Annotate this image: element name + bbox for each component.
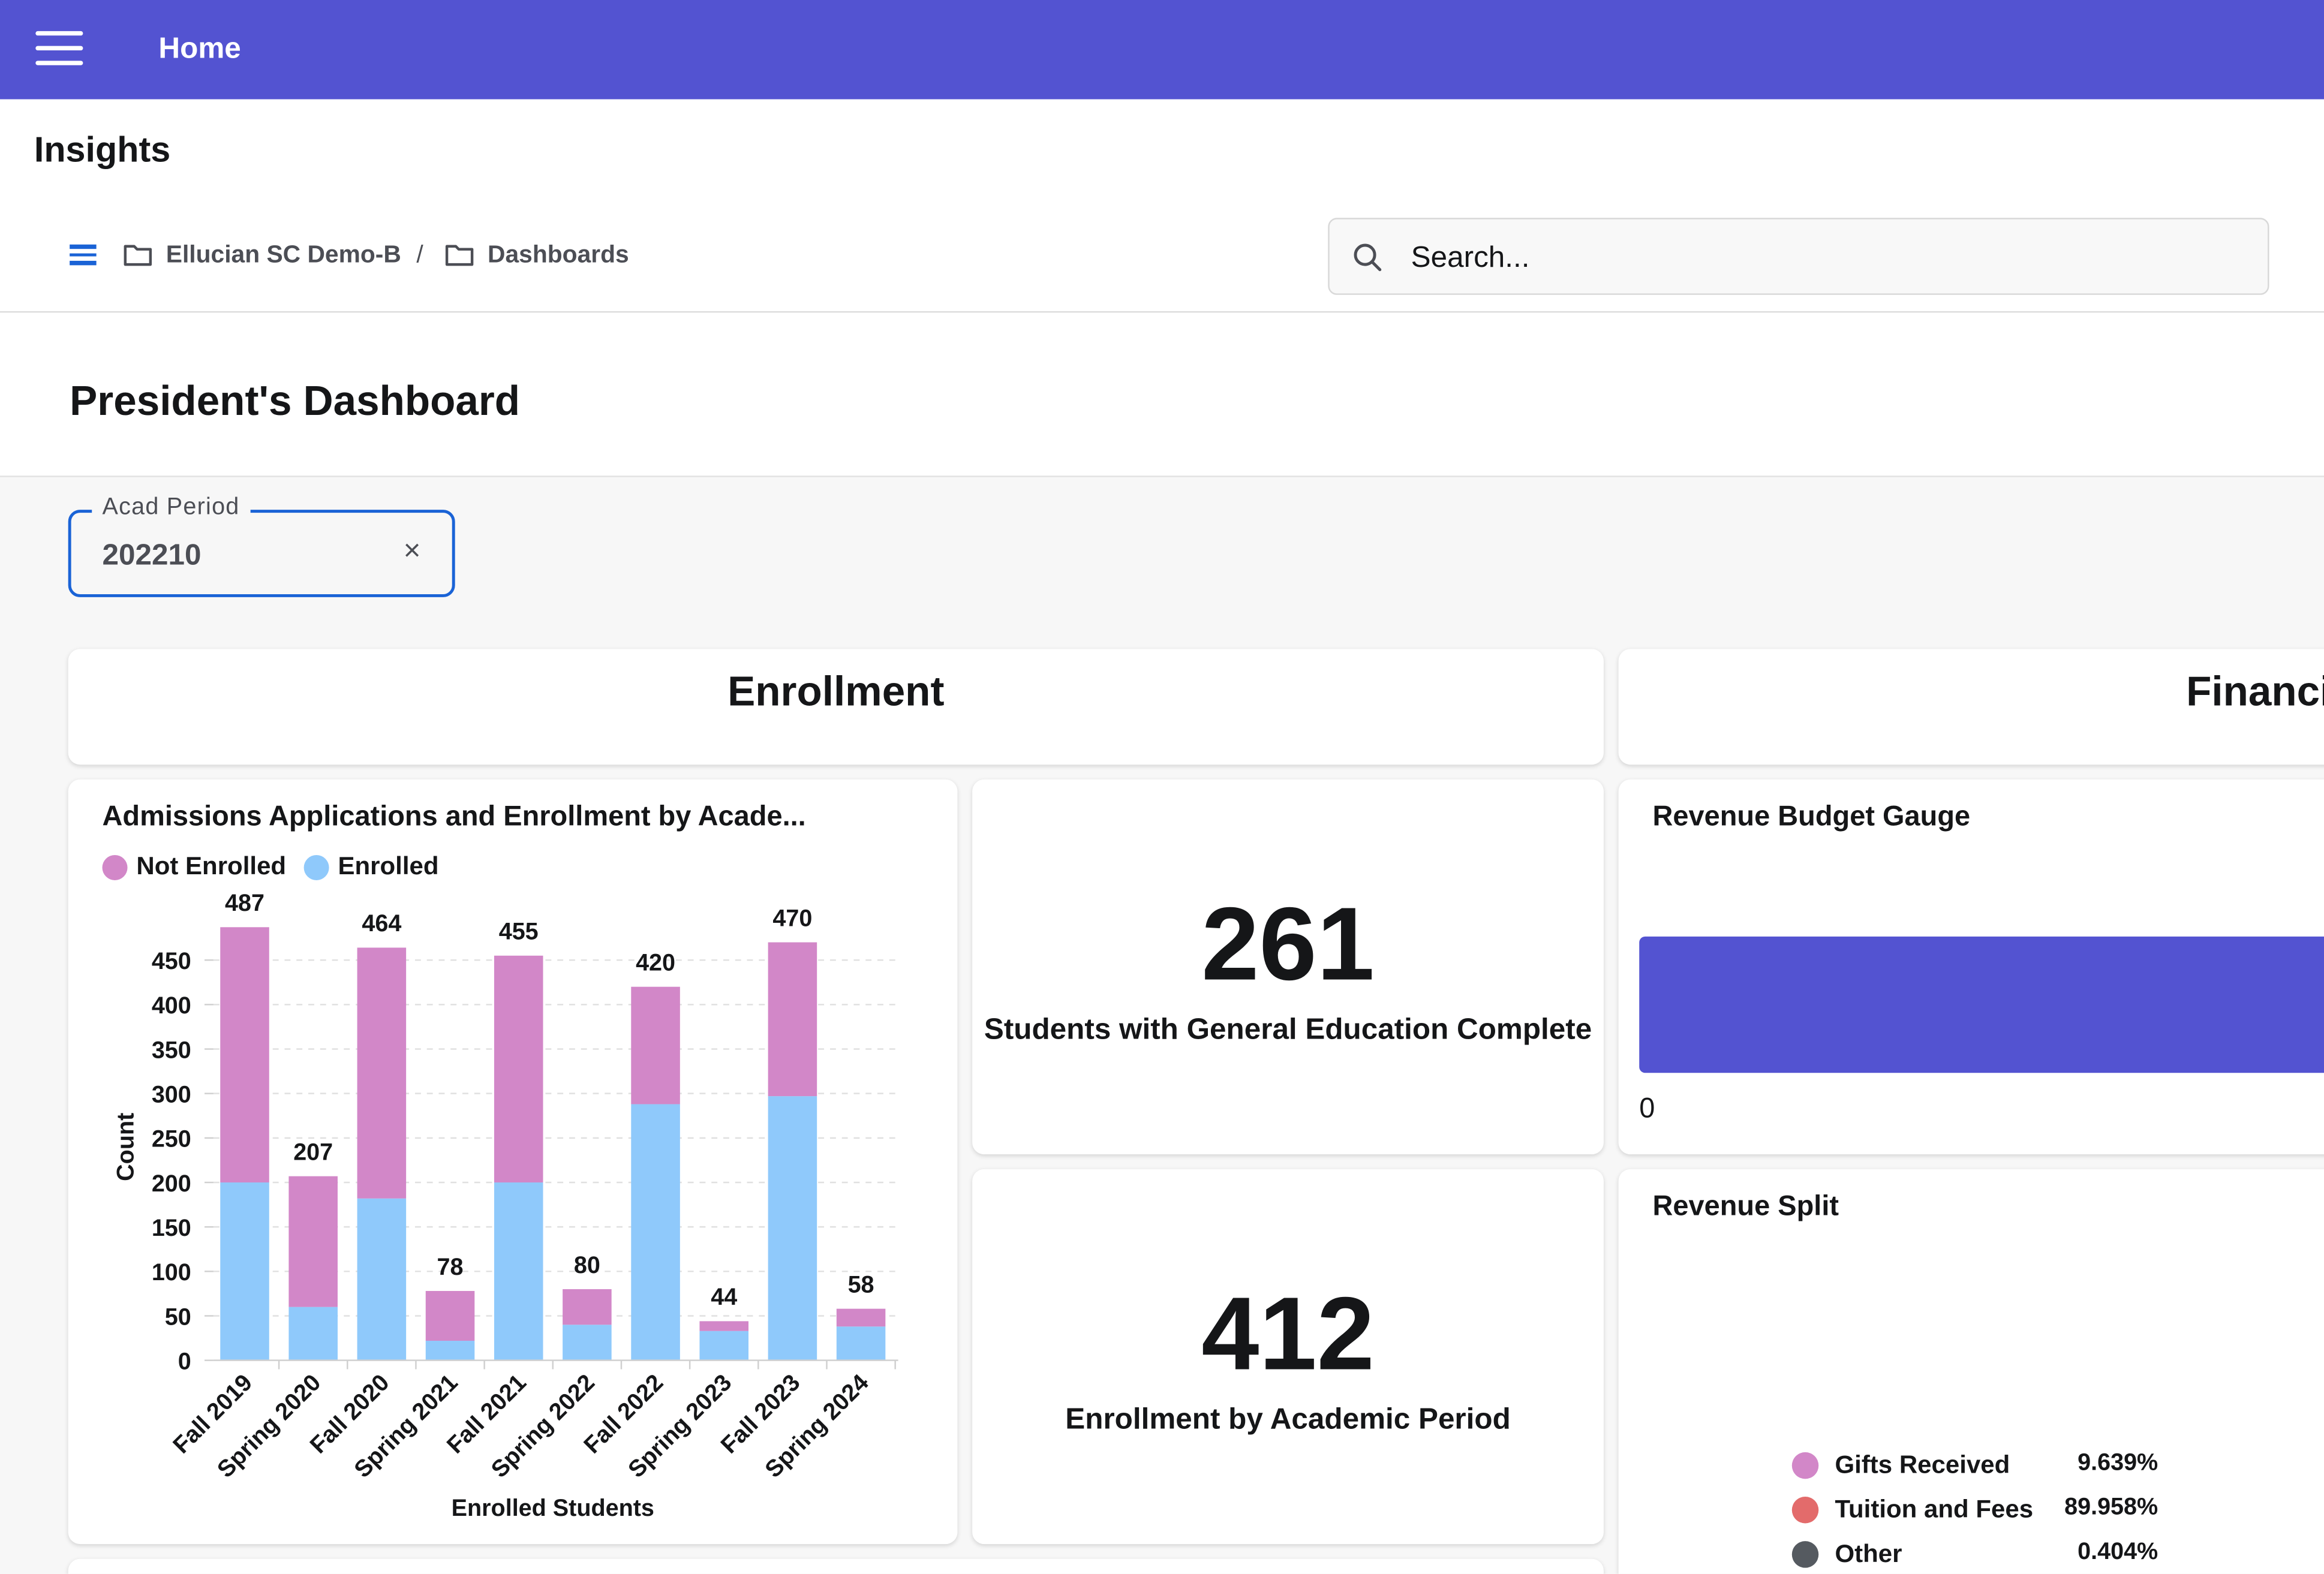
- section-title-financials: Financials: [2186, 668, 2324, 715]
- y-tick-label: 400: [152, 992, 191, 1019]
- bar-not-enrolled[interactable]: [357, 947, 407, 1199]
- bar-enrolled[interactable]: [768, 1096, 817, 1361]
- legend-label-other[interactable]: Other: [1835, 1539, 1902, 1568]
- page-title: Insights: [34, 130, 171, 171]
- next-row-card: [68, 1558, 1604, 1574]
- legend-swatch-tuition: [1791, 1497, 1819, 1524]
- revenue-split-card: Revenue Split Gifts Received 9.639% Tuit…: [1618, 1169, 2324, 1574]
- y-tick-label: 300: [152, 1081, 191, 1107]
- bar-total-label: 58: [848, 1271, 874, 1298]
- legend-label-tuition[interactable]: Tuition and Fees: [1835, 1495, 2034, 1524]
- legend-value-other: 0.404%: [2078, 1539, 2158, 1565]
- filter-label: Acad Period: [92, 495, 250, 522]
- bar-enrolled[interactable]: [699, 1331, 749, 1361]
- bar-total-label: 470: [772, 905, 812, 931]
- folder-icon: [124, 245, 152, 266]
- breadcrumb-item-root[interactable]: Ellucian SC Demo-B: [166, 241, 401, 269]
- bar-enrolled[interactable]: [220, 1182, 269, 1361]
- section-title-enrollment: Enrollment: [727, 668, 945, 715]
- bar-total-label: 464: [362, 910, 401, 937]
- bar-total-label: 44: [711, 1284, 737, 1310]
- y-tick-label: 150: [152, 1215, 191, 1241]
- bar-not-enrolled[interactable]: [425, 1290, 475, 1341]
- y-tick-label: 50: [165, 1304, 191, 1330]
- bar-not-enrolled[interactable]: [288, 1176, 338, 1307]
- bar-total-label: 420: [636, 949, 675, 976]
- admissions-chart-card: Admissions Applications and Enrollment b…: [68, 779, 958, 1545]
- search-input[interactable]: [1408, 235, 2244, 281]
- bar-not-enrolled[interactable]: [836, 1308, 886, 1327]
- bar-not-enrolled[interactable]: [768, 942, 817, 1097]
- legend-swatch-other: [1791, 1541, 1819, 1568]
- chart-title: Admissions Applications and Enrollment b…: [102, 801, 806, 833]
- bar-enrolled[interactable]: [836, 1326, 886, 1361]
- y-tick-label: 200: [152, 1170, 191, 1197]
- bar-enrolled[interactable]: [288, 1307, 338, 1361]
- y-tick-label: 350: [152, 1037, 191, 1063]
- bar-not-enrolled[interactable]: [220, 927, 269, 1182]
- bar-not-enrolled[interactable]: [563, 1289, 612, 1325]
- y-tick-label: 0: [178, 1348, 191, 1374]
- enrollment-section-header: Enrollment: [68, 649, 1604, 765]
- acad-period-filter[interactable]: Acad Period 202210 ×: [68, 495, 455, 597]
- bar-total-label: 78: [437, 1254, 464, 1280]
- page-header: Insights Ellucian SC Demo-B / Dashboards: [0, 99, 2324, 313]
- legend-label-enrolled[interactable]: Enrolled: [338, 851, 439, 880]
- y-tick-label: 100: [152, 1259, 191, 1286]
- legend-label-gifts[interactable]: Gifts Received: [1835, 1450, 2010, 1479]
- top-app-bar: Home: [0, 0, 2324, 100]
- kpi-value: 261: [1201, 886, 1375, 1002]
- bar-not-enrolled[interactable]: [494, 955, 543, 1182]
- breadcrumb-separator: /: [416, 241, 423, 269]
- bar-enrolled[interactable]: [563, 1325, 612, 1361]
- kpi-label: Students with General Education Complete: [984, 1013, 1592, 1046]
- close-icon[interactable]: ×: [403, 535, 421, 568]
- y-tick-label: 250: [152, 1126, 191, 1152]
- bar-total-label: 487: [225, 890, 264, 916]
- revenue-gauge-card: Revenue Budget Gauge 0: [1618, 779, 2324, 1155]
- legend-swatch-enrolled: [303, 854, 329, 880]
- legend-value-gifts: 9.639%: [2078, 1450, 2158, 1476]
- home-link[interactable]: Home: [158, 32, 241, 65]
- gauge-title: Revenue Budget Gauge: [1652, 801, 1971, 833]
- bar-not-enrolled[interactable]: [699, 1321, 749, 1331]
- menu-icon[interactable]: [35, 28, 83, 70]
- split-title: Revenue Split: [1652, 1191, 1839, 1223]
- legend-label-not-enrolled[interactable]: Not Enrolled: [136, 851, 287, 880]
- y-axis-title: Count: [112, 1113, 139, 1181]
- financials-section-header: Financials: [1618, 649, 2324, 765]
- bar-enrolled[interactable]: [494, 1182, 543, 1361]
- dashboard-titlebar: President's Dashboard: [0, 312, 2324, 477]
- legend-swatch-gifts: [1791, 1452, 1819, 1479]
- kpi-value: 412: [1201, 1275, 1375, 1392]
- legend-swatch-not-enrolled: [102, 854, 128, 880]
- breadcrumb-menu-icon[interactable]: [70, 244, 97, 266]
- breadcrumb-item-dashboards[interactable]: Dashboards: [488, 241, 629, 269]
- bar-enrolled[interactable]: [425, 1341, 475, 1361]
- gauge-min-label: 0: [1639, 1093, 1655, 1125]
- x-axis-title: Enrolled Students: [452, 1495, 654, 1521]
- bar-enrolled[interactable]: [631, 1104, 680, 1361]
- bar-total-label: 80: [574, 1252, 600, 1278]
- search-box: [1328, 218, 2269, 295]
- search-icon: [1354, 243, 1382, 272]
- y-tick-label: 450: [152, 948, 191, 974]
- filter-value[interactable]: 202210: [102, 539, 202, 572]
- kpi-card-enrollment: 412 Enrollment by Academic Period: [972, 1169, 1604, 1545]
- folder-icon: [445, 245, 474, 266]
- stacked-bar-chart: 487 207 464 78 455 80 420 44 470 58 0 50 100 150 200 2…: [112, 890, 898, 1521]
- bar-enrolled[interactable]: [357, 1198, 407, 1361]
- kpi-card-gen-ed: 261 Students with General Education Comp…: [972, 779, 1604, 1155]
- bar-not-enrolled[interactable]: [631, 986, 680, 1104]
- dashboard-title: President's Dashboard: [70, 378, 521, 424]
- kpi-label: Enrollment by Academic Period: [1065, 1403, 1511, 1436]
- bar-total-label: 207: [293, 1139, 333, 1165]
- gauge-bar: [1639, 936, 2324, 1073]
- legend-value-tuition: 89.958%: [2064, 1495, 2158, 1521]
- bar-total-label: 455: [499, 919, 539, 945]
